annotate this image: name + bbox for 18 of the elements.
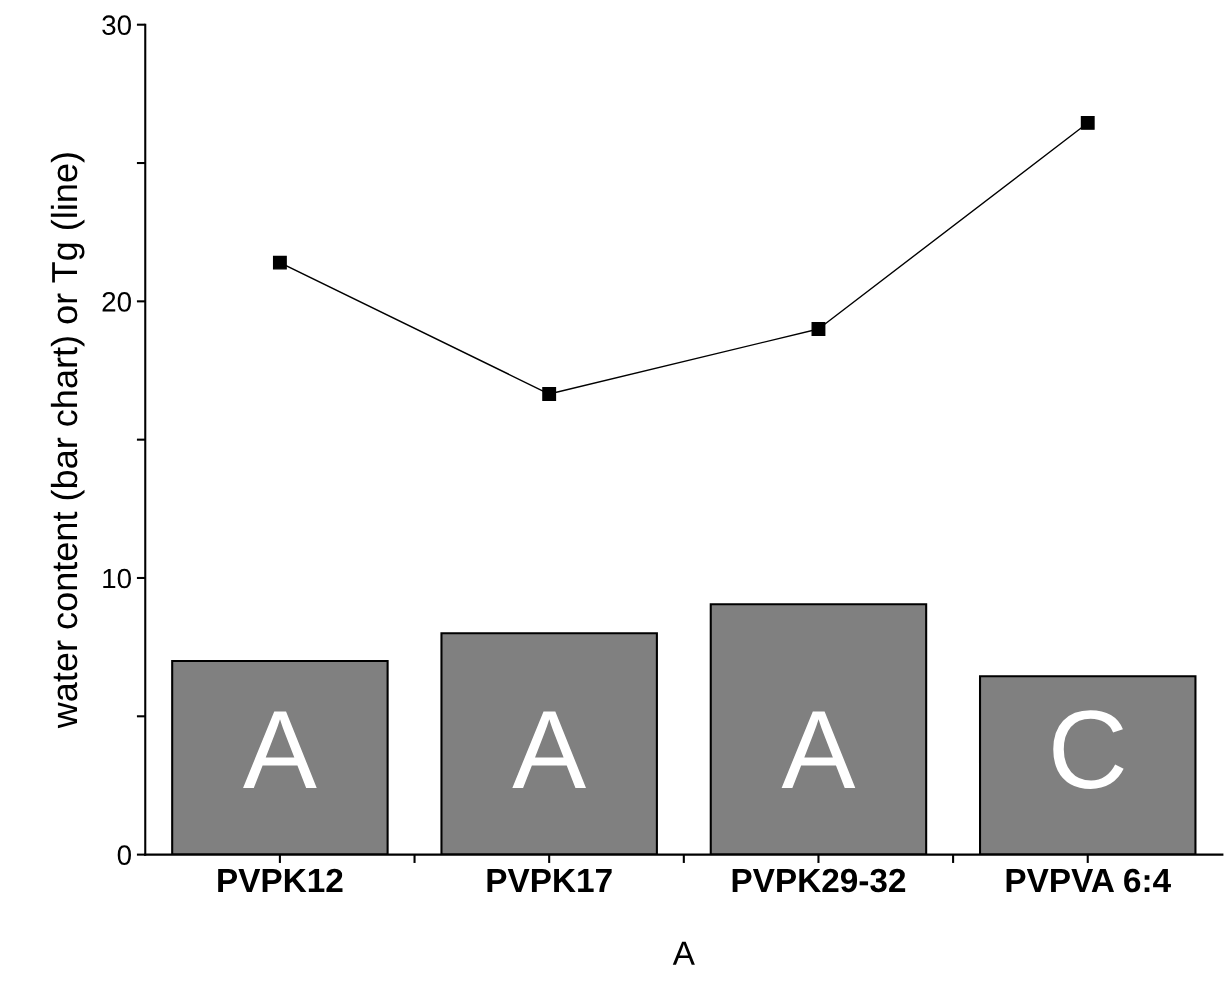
annotation: C [1053,710,1124,790]
x-axis-title: A [672,941,695,965]
y-tick-label: 30 [102,15,131,36]
y-axis-title: water content (bar chart) or Tg (line) [50,153,85,729]
point [542,387,557,401]
x-tick-label: PVPK17 [487,869,612,892]
annotation: A [243,711,317,788]
x-tick-label: PVPK29-32 [732,868,906,893]
x-tick-label: PVPVA 6:4 [1006,868,1171,893]
y-tick-label: 20 [102,292,131,312]
point [1080,115,1095,130]
point [272,255,287,270]
y-tick-label: 0 [117,845,131,865]
point [811,322,826,336]
x-tick-label: PVPK12 [218,868,343,892]
annotation: A [512,711,587,788]
annotation: A [781,711,856,788]
y-tick-label: 10 [103,568,131,589]
